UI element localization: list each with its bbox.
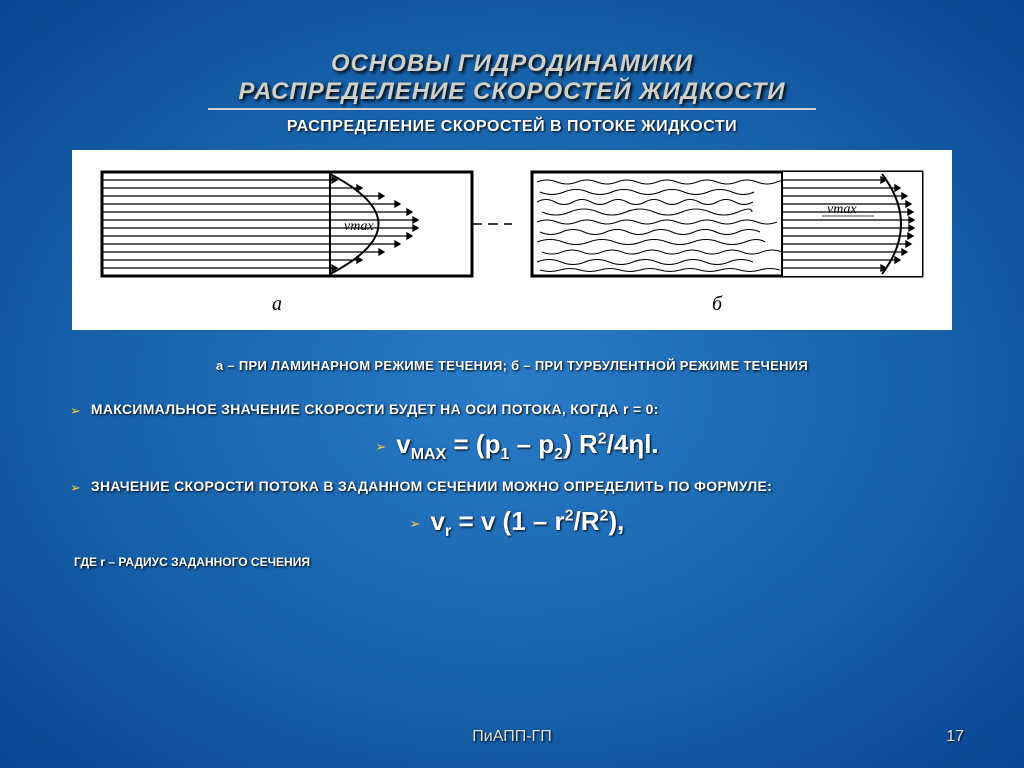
page-number: 17: [946, 728, 964, 746]
content-block: ➢ МАКСИМАЛЬНОЕ ЗНАЧЕНИЕ СКОРОСТИ БУДЕТ Н…: [60, 401, 964, 569]
formula-1: vMAX = (p1 – p2) R2/4ηl.: [396, 429, 658, 464]
formula-2-row: ➢ vr = v (1 – r2/R2),: [70, 506, 964, 541]
vmax-label-a: vmax: [344, 219, 374, 234]
bullet2-text: ЗНАЧЕНИЕ СКОРОСТИ ПОТОКА В ЗАДАННОМ СЕЧЕ…: [91, 478, 772, 494]
bullet-2: ➢ ЗНАЧЕНИЕ СКОРОСТИ ПОТОКА В ЗАДАННОМ СЕ…: [70, 478, 964, 496]
bullet-marker-icon: ➢: [70, 403, 81, 419]
panel-a: vmax а: [102, 172, 512, 315]
bullet-marker-icon: ➢: [375, 439, 386, 455]
panel-a-label: а: [272, 293, 282, 315]
subtitle: РАСПРЕДЕЛЕНИЕ СКОРОСТЕЙ В ПОТОКЕ ЖИДКОСТ…: [60, 118, 964, 136]
vmax-label-b: vmax: [827, 202, 857, 217]
bullet-marker-icon: ➢: [70, 480, 81, 496]
diagram-svg: vmax а: [82, 160, 942, 320]
panel-b-label: б: [712, 293, 723, 315]
panel-b: vmax б: [532, 172, 922, 315]
title-line1: ОСНОВЫ ГИДРОДИНАМИКИ: [60, 50, 964, 78]
formula-1-row: ➢ vMAX = (p1 – p2) R2/4ηl.: [70, 429, 964, 464]
title-line2: РАСПРЕДЕЛЕНИЕ СКОРОСТЕЙ ЖИДКОСТИ: [208, 78, 815, 110]
formula-2: vr = v (1 – r2/R2),: [431, 506, 625, 541]
title-block: ОСНОВЫ ГИДРОДИНАМИКИ РАСПРЕДЕЛЕНИЕ СКОРО…: [60, 50, 964, 110]
footer-label: ПиАПП-ГП: [0, 728, 1024, 746]
diagram-caption: а – ПРИ ЛАМИНАРНОМ РЕЖИМЕ ТЕЧЕНИЯ; б – П…: [60, 358, 964, 373]
flow-diagram: vmax а: [72, 150, 952, 330]
slide: ОСНОВЫ ГИДРОДИНАМИКИ РАСПРЕДЕЛЕНИЕ СКОРО…: [0, 0, 1024, 768]
bullet-1: ➢ МАКСИМАЛЬНОЕ ЗНАЧЕНИЕ СКОРОСТИ БУДЕТ Н…: [70, 401, 964, 419]
bullet1-text: МАКСИМАЛЬНОЕ ЗНАЧЕНИЕ СКОРОСТИ БУДЕТ НА …: [91, 401, 659, 417]
note-text: ГДЕ r – РАДИУС ЗАДАННОГО СЕЧЕНИЯ: [74, 555, 964, 569]
bullet-marker-icon: ➢: [410, 516, 421, 532]
